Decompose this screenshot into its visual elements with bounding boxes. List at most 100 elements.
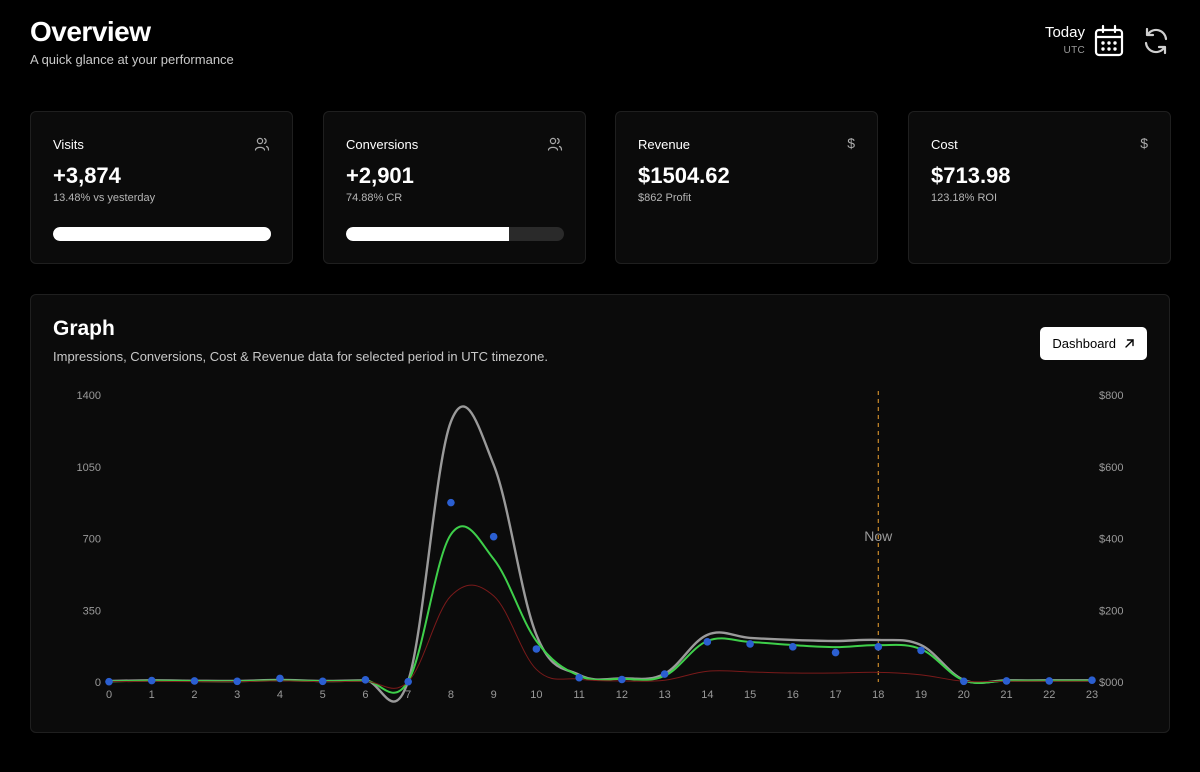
y-left-tick-label: 1400 (77, 390, 101, 402)
revenue-data-point (190, 677, 199, 685)
graph-description: Impressions, Conversions, Cost & Revenue… (53, 349, 548, 364)
card-subtext: 13.48% vs yesterday (53, 192, 156, 204)
visits-card: Visits +3,874 13.48% vs yesterday (30, 111, 293, 264)
revenue-data-point (233, 677, 242, 686)
x-tick-label: 21 (1000, 689, 1012, 701)
card-subtext: $862 Profit (638, 192, 692, 204)
arrow-up-right-icon (1125, 339, 1134, 348)
card-value: +2,901 (346, 163, 414, 188)
card-subtext: 74.88% CR (346, 192, 403, 204)
calendar-button[interactable] (1093, 24, 1125, 58)
y-left-tick-label: 700 (83, 534, 101, 546)
date-selector[interactable]: Today UTC (1045, 24, 1085, 56)
card-subtext: 123.18% ROI (931, 192, 998, 204)
revenue-data-point (660, 670, 669, 678)
x-tick-label: 18 (872, 689, 884, 701)
revenue-data-point (746, 640, 754, 648)
x-tick-label: 9 (491, 689, 497, 701)
x-tick-label: 2 (191, 689, 197, 701)
users-icon (254, 137, 270, 151)
x-tick-label: 10 (530, 689, 542, 701)
graph-panel: Graph Impressions, Conversions, Cost & R… (30, 294, 1170, 733)
x-tick-label: 19 (915, 689, 927, 701)
x-tick-label: 12 (616, 689, 628, 701)
revenue-data-point (874, 643, 883, 651)
x-tick-label: 16 (787, 689, 799, 701)
card-label: Conversions (346, 137, 419, 152)
x-tick-label: 11 (573, 689, 584, 701)
progress-fill (346, 227, 510, 241)
card-label: Cost (931, 137, 958, 152)
dashboard-button[interactable]: Dashboard (1040, 327, 1147, 360)
x-tick-label: 22 (1043, 689, 1055, 701)
y-right-tick-label: $800 (1099, 390, 1123, 402)
cost-card: Cost $ $713.98 123.18% ROI (908, 111, 1171, 264)
x-tick-label: 20 (958, 689, 970, 701)
revenue-data-point (703, 638, 712, 646)
page-subtitle: A quick glance at your performance (30, 52, 234, 67)
x-tick-label: 6 (362, 689, 368, 701)
revenue-data-point (917, 646, 925, 655)
card-value: +3,874 (53, 163, 121, 188)
revenue-card: Revenue $ $1504.62 $862 Profit (615, 111, 878, 264)
revenue-data-point (618, 675, 626, 684)
revenue-data-point (1088, 676, 1096, 685)
card-value: $713.98 (931, 163, 1011, 188)
revenue-data-point (532, 645, 541, 653)
conversions-series-line (108, 525, 1092, 694)
revenue-data-point (105, 677, 113, 686)
graph-title: Graph (53, 317, 115, 340)
y-right-tick-label: $200 (1099, 605, 1123, 617)
refresh-button[interactable] (1141, 26, 1171, 56)
card-value: $1504.62 (638, 163, 730, 188)
x-tick-label: 23 (1086, 689, 1098, 701)
revenue-data-point (959, 677, 968, 686)
x-tick-label: 3 (234, 689, 240, 701)
y-left-tick-label: 1050 (77, 462, 101, 474)
dollar-icon: $ (1140, 135, 1148, 151)
x-tick-label: 7 (405, 689, 411, 701)
revenue-data-point (447, 498, 455, 507)
impressions-series-line (108, 405, 1092, 703)
x-tick-label: 15 (744, 689, 756, 701)
page-title: Overview (30, 16, 151, 47)
revenue-data-point (318, 677, 327, 686)
revenue-data-point (147, 676, 156, 685)
cost-series-line (108, 584, 1092, 689)
calendar-icon (1094, 24, 1124, 57)
revenue-data-point (575, 673, 583, 682)
conversions-progress-bar (346, 227, 564, 241)
dollar-icon: $ (847, 135, 855, 151)
x-tick-label: 13 (658, 689, 670, 701)
conversions-card: Conversions +2,901 74.88% CR (323, 111, 586, 264)
revenue-data-point (789, 643, 797, 651)
card-label: Visits (53, 137, 84, 152)
x-tick-label: 17 (829, 689, 841, 701)
revenue-data-point (489, 532, 498, 541)
card-label: Revenue (638, 137, 691, 152)
dashboard-button-label: Dashboard (1052, 336, 1116, 351)
visits-progress-bar (53, 227, 271, 241)
page-header: Overview A quick glance at your performa… (30, 16, 234, 67)
progress-fill (53, 227, 271, 241)
users-icon (547, 137, 563, 151)
revenue-data-point (361, 676, 370, 684)
y-right-tick-label: $600 (1099, 462, 1123, 474)
revenue-data-point (404, 677, 412, 686)
revenue-data-point (1002, 677, 1011, 685)
now-marker-label: Now (864, 528, 893, 544)
y-right-tick-label: $400 (1099, 534, 1123, 546)
revenue-data-point (276, 674, 284, 683)
y-right-tick-label: $000 (1099, 677, 1123, 689)
x-tick-label: 14 (701, 689, 713, 701)
y-left-tick-label: 0 (95, 677, 101, 689)
x-tick-label: 0 (106, 689, 112, 701)
x-tick-label: 5 (320, 689, 326, 701)
x-tick-label: 8 (448, 689, 454, 701)
date-label: Today (1044, 24, 1085, 41)
timezone-label: UTC (1063, 45, 1085, 56)
y-left-tick-label: 350 (83, 605, 101, 617)
refresh-icon (1144, 27, 1168, 55)
revenue-data-point (831, 648, 840, 657)
